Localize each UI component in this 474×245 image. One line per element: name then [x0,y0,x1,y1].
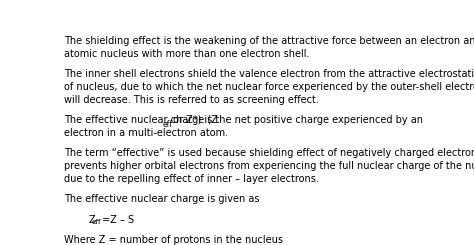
Text: The shielding effect is the weakening of the attractive force between an electro: The shielding effect is the weakening of… [64,36,474,46]
Text: The effective nuclear charge (Z: The effective nuclear charge (Z [64,115,218,125]
Text: The inner shell electrons shield the valence electron from the attractive electr: The inner shell electrons shield the val… [64,69,474,79]
Text: electron in a multi-electron atom.: electron in a multi-electron atom. [64,128,228,138]
Text: The effective nuclear charge is given as: The effective nuclear charge is given as [64,195,259,205]
Text: Where Z = number of protons in the nucleus: Where Z = number of protons in the nucle… [64,235,283,245]
Text: of nucleus, due to which the net nuclear force experienced by the outer-shell el: of nucleus, due to which the net nuclear… [64,82,474,92]
Text: prevents higher orbital electrons from experiencing the full nuclear charge of t: prevents higher orbital electrons from e… [64,161,474,171]
Text: or Z*) is the net positive charge experienced by an: or Z*) is the net positive charge experi… [170,115,423,125]
Text: The term “effective” is used because shielding effect of negatively charged elec: The term “effective” is used because shi… [64,148,474,159]
Text: atomic nucleus with more than one electron shell.: atomic nucleus with more than one electr… [64,49,309,59]
Text: due to the repelling effect of inner – layer electrons.: due to the repelling effect of inner – l… [64,174,319,184]
Text: Z: Z [89,215,95,225]
Text: eff: eff [162,120,172,129]
Text: will decrease. This is referred to as screening effect.: will decrease. This is referred to as sc… [64,95,319,105]
Text: eff: eff [92,219,101,225]
Text: =Z – S: =Z – S [99,215,134,225]
